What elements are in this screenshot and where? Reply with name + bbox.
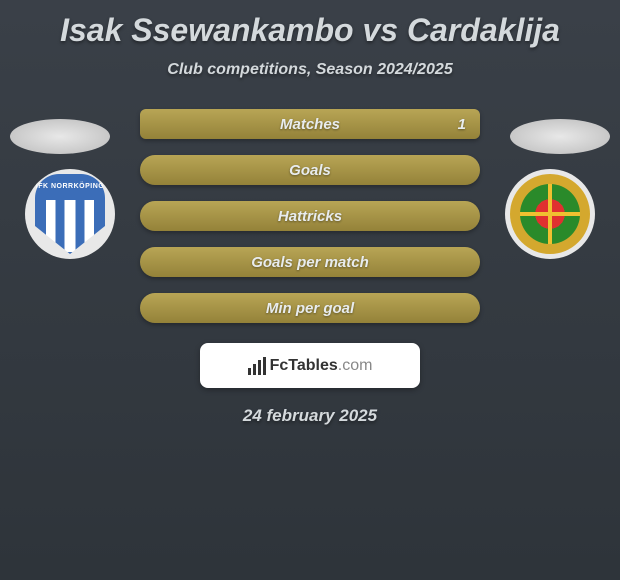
- comparison-content: IFK NORRKÖPING Matches 1 Goals Hattricks…: [0, 109, 620, 426]
- stat-row-goals: Goals: [140, 155, 480, 185]
- player-badge-left: [10, 119, 110, 154]
- footer-brand-box: FcTables.com: [200, 343, 420, 388]
- brand-suffix: .com: [338, 357, 373, 374]
- stat-row-min-per-goal: Min per goal: [140, 293, 480, 323]
- stat-rows: Matches 1 Goals Hattricks Goals per matc…: [140, 109, 480, 323]
- stat-label: Hattricks: [278, 208, 342, 225]
- date-label: 24 february 2025: [0, 406, 620, 426]
- shield-stripes: [35, 198, 105, 254]
- stat-label: Goals: [289, 162, 331, 179]
- club-logo-right: [510, 174, 590, 254]
- stat-label: Min per goal: [266, 300, 354, 317]
- stat-row-hattricks: Hattricks: [140, 201, 480, 231]
- club-inner-ring: [520, 184, 580, 244]
- stat-row-goals-per-match: Goals per match: [140, 247, 480, 277]
- player-badge-right: [510, 119, 610, 154]
- shield-label: IFK NORRKÖPING: [35, 174, 105, 198]
- stat-label: Goals per match: [251, 254, 369, 271]
- stat-row-matches: Matches 1: [140, 109, 480, 139]
- fctables-logo: FcTables.com: [248, 357, 373, 375]
- club-badge-left: IFK NORRKÖPING: [25, 169, 115, 259]
- stat-value-right: 1: [458, 116, 466, 133]
- page-title: Isak Ssewankambo vs Cardaklija: [0, 0, 620, 49]
- brand-main: Tables: [288, 357, 338, 374]
- club-badge-right: [505, 169, 595, 259]
- brand-prefix: Fc: [270, 357, 289, 374]
- bars-icon: [248, 357, 266, 375]
- brand-text: FcTables.com: [270, 357, 373, 375]
- club-logo-left: IFK NORRKÖPING: [35, 174, 105, 254]
- stat-label: Matches: [280, 116, 340, 133]
- subtitle: Club competitions, Season 2024/2025: [0, 61, 620, 79]
